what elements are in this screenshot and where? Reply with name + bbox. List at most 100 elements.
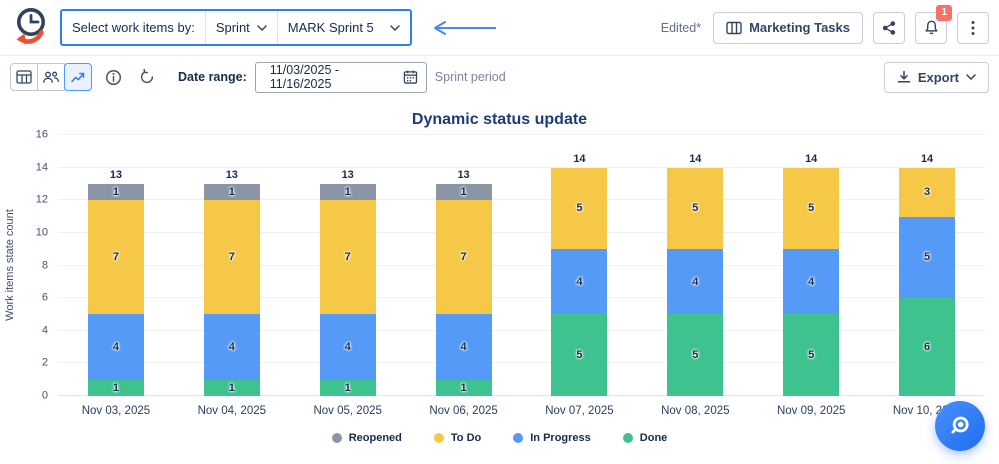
people-view-button[interactable] <box>37 63 65 91</box>
bar-total-label: 13 <box>109 168 123 181</box>
refresh-button[interactable] <box>134 64 160 90</box>
x-axis-label: Nov 03, 2025 <box>81 405 151 417</box>
bar-segment-to-do[interactable]: 7 <box>87 200 144 315</box>
chevron-down-icon <box>966 74 976 80</box>
bar-segment-value: 7 <box>228 251 235 264</box>
gridline <box>58 166 985 168</box>
bar-segment-value: 5 <box>692 349 699 362</box>
bar-total-label: 14 <box>920 152 934 165</box>
bar-segment-reopened[interactable]: 1 <box>203 183 260 201</box>
chart-legend: Reopened To Do In Progress Done <box>0 432 999 444</box>
bar-segment-done[interactable]: 6 <box>899 298 956 396</box>
legend-item-in-progress[interactable]: In Progress <box>513 432 591 444</box>
x-axis-label: Nov 04, 2025 <box>197 405 267 417</box>
header: Select work items by: Sprint MARK Sprint… <box>0 0 999 56</box>
board-button[interactable]: Marketing Tasks <box>713 11 863 44</box>
bar-segment-done[interactable]: 1 <box>435 379 492 396</box>
bar-stack[interactable]: 3 5 6 <box>899 167 956 396</box>
assistant-search-fab[interactable] <box>935 401 985 451</box>
bar-stack[interactable]: 5 4 5 <box>667 167 724 396</box>
info-button[interactable] <box>100 64 126 90</box>
legend-item-to-do[interactable]: To Do <box>433 432 481 444</box>
search-lens-icon <box>951 416 969 434</box>
bar-column: 13 1 7 4 1 <box>58 135 174 396</box>
bar-segment-to-do[interactable]: 7 <box>203 200 260 315</box>
bar-segment-reopened[interactable]: 1 <box>435 183 492 201</box>
bar-segment-value: 1 <box>460 381 467 394</box>
bar-segment-done[interactable]: 5 <box>783 314 840 396</box>
bar-segment-value: 6 <box>924 341 931 354</box>
date-range-label: Date range: <box>178 70 247 84</box>
share-button[interactable] <box>873 11 905 44</box>
bar-segment-to-do[interactable]: 7 <box>319 200 376 315</box>
bar-segment-value: 1 <box>344 381 351 394</box>
date-range-input[interactable]: 11/03/2025 - 11/16/2025 <box>254 61 427 93</box>
bar-segment-done[interactable]: 5 <box>667 314 724 396</box>
chart-title: Dynamic status update <box>411 111 588 128</box>
bar-segment-in-progress[interactable]: 4 <box>435 314 492 380</box>
bar-segment-done[interactable]: 1 <box>87 379 144 396</box>
view-toggle-group <box>10 63 92 91</box>
bar-segment-done[interactable]: 1 <box>319 379 376 396</box>
chart-section: Dynamic status update Work items state c… <box>0 111 999 444</box>
bar-segment-in-progress[interactable]: 4 <box>203 314 260 380</box>
bar-segment-in-progress[interactable]: 4 <box>87 314 144 380</box>
bar-segment-value: 1 <box>228 186 235 199</box>
bar-stack[interactable]: 5 4 5 <box>783 167 840 396</box>
bar-segment-value: 3 <box>924 186 931 199</box>
legend-item-reopened[interactable]: Reopened <box>331 432 402 444</box>
selector-type-dropdown[interactable]: Sprint <box>206 11 278 44</box>
notification-badge: 1 <box>936 4 952 21</box>
legend-swatch <box>433 433 444 443</box>
bar-segment-in-progress[interactable]: 4 <box>551 249 608 315</box>
bar-segment-value: 4 <box>576 275 583 288</box>
selector-type-value: Sprint <box>215 20 250 35</box>
bar-segment-done[interactable]: 1 <box>203 379 260 396</box>
bar-segment-in-progress[interactable]: 5 <box>899 216 956 299</box>
table-view-button[interactable] <box>10 63 38 91</box>
bar-segment-in-progress[interactable]: 4 <box>319 314 376 380</box>
bar-segment-value: 4 <box>344 341 351 354</box>
bar-segment-done[interactable]: 5 <box>551 314 608 396</box>
bar-column: 13 1 7 4 1 <box>174 135 290 396</box>
y-axis-title: Work items state count <box>4 209 16 321</box>
y-tick-label: 14 <box>35 161 48 174</box>
chevron-down-icon <box>257 24 267 31</box>
bar-segment-value: 7 <box>460 251 467 264</box>
selector-sprint-dropdown[interactable]: MARK Sprint 5 <box>278 11 410 44</box>
bar-segment-reopened[interactable]: 1 <box>319 183 376 201</box>
legend-item-done[interactable]: Done <box>622 432 667 444</box>
bar-segment-to-do[interactable]: 3 <box>899 167 956 217</box>
notifications-button[interactable]: 1 <box>915 4 952 44</box>
bar-segment-in-progress[interactable]: 4 <box>667 249 724 315</box>
bar-segment-to-do[interactable]: 5 <box>667 167 724 250</box>
bar-segment-reopened[interactable]: 1 <box>87 183 144 201</box>
bar-segment-to-do[interactable]: 7 <box>435 200 492 315</box>
people-icon <box>43 71 59 83</box>
chart-view-button[interactable] <box>64 63 92 91</box>
more-menu-button[interactable] <box>957 11 989 44</box>
export-button[interactable]: Export <box>883 61 989 93</box>
bar-stack[interactable]: 5 4 5 <box>551 167 608 396</box>
bar-segment-value: 1 <box>112 186 119 199</box>
bar-segment-value: 4 <box>692 275 699 288</box>
selector-sprint-value: MARK Sprint 5 <box>287 20 374 35</box>
bar-segment-to-do[interactable]: 5 <box>783 167 840 250</box>
y-tick-label: 16 <box>35 128 48 141</box>
bar-total-label: 13 <box>457 168 470 181</box>
legend-label: Reopened <box>348 432 402 444</box>
bell-icon <box>924 20 938 35</box>
bar-segment-value: 7 <box>112 251 119 264</box>
y-tick-label: 6 <box>41 291 48 304</box>
bar-total-label: 14 <box>573 152 586 165</box>
legend-label: In Progress <box>530 432 591 444</box>
gridline <box>58 297 985 299</box>
bar-segment-to-do[interactable]: 5 <box>551 167 608 250</box>
toolbar: Date range: 11/03/2025 - 11/16/2025 Spri… <box>0 56 999 98</box>
share-icon <box>882 20 896 35</box>
bar-segment-in-progress[interactable]: 4 <box>783 249 840 315</box>
